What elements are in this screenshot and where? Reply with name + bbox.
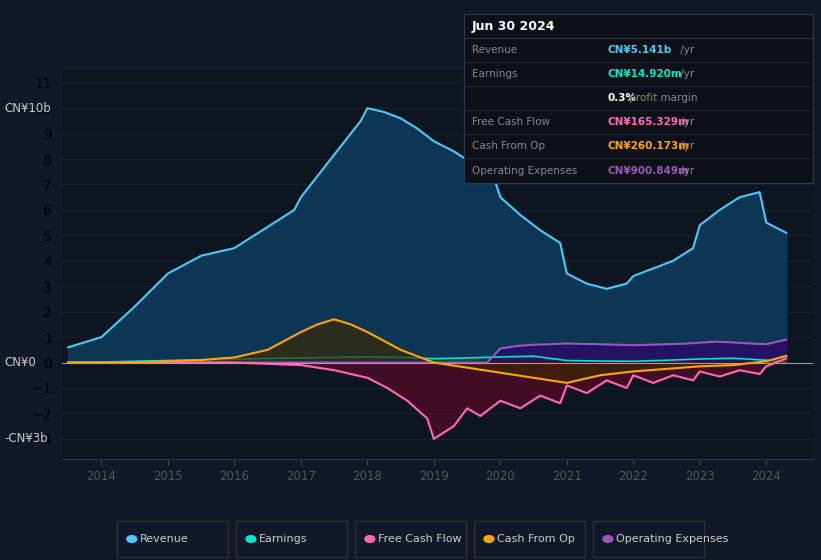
Text: /yr: /yr: [677, 69, 695, 79]
Text: Revenue: Revenue: [140, 534, 189, 544]
Text: Earnings: Earnings: [472, 69, 517, 79]
Text: /yr: /yr: [677, 118, 695, 127]
Text: CN¥165.329m: CN¥165.329m: [608, 118, 690, 127]
Text: CN¥5.141b: CN¥5.141b: [608, 45, 672, 55]
Text: Free Cash Flow: Free Cash Flow: [378, 534, 461, 544]
Text: profit margin: profit margin: [626, 94, 697, 103]
Text: Earnings: Earnings: [259, 534, 308, 544]
Text: CN¥14.920m: CN¥14.920m: [608, 69, 682, 79]
Text: Operating Expenses: Operating Expenses: [472, 166, 577, 175]
Text: 0.3%: 0.3%: [608, 94, 636, 103]
Text: Cash From Op: Cash From Op: [472, 142, 545, 151]
Text: CN¥0: CN¥0: [4, 356, 36, 369]
Text: CN¥900.849m: CN¥900.849m: [608, 166, 690, 175]
Text: /yr: /yr: [677, 45, 695, 55]
Text: /yr: /yr: [677, 142, 695, 151]
Text: CN¥10b: CN¥10b: [4, 102, 51, 115]
Text: Revenue: Revenue: [472, 45, 517, 55]
Text: Cash From Op: Cash From Op: [498, 534, 575, 544]
Text: CN¥260.173m: CN¥260.173m: [608, 142, 690, 151]
Text: -CN¥3b: -CN¥3b: [4, 432, 48, 445]
Text: Free Cash Flow: Free Cash Flow: [472, 118, 550, 127]
Text: Jun 30 2024: Jun 30 2024: [472, 20, 556, 32]
Text: Operating Expenses: Operating Expenses: [617, 534, 728, 544]
Text: /yr: /yr: [677, 166, 695, 175]
